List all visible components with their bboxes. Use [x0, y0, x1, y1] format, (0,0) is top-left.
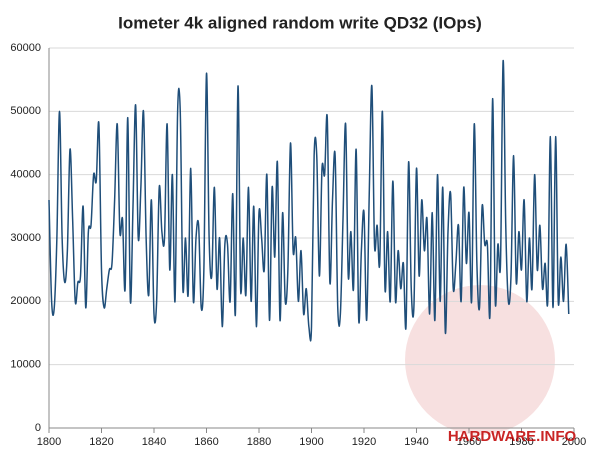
x-tick-label: 1860 — [194, 436, 218, 448]
y-tick-label: 10000 — [10, 359, 41, 371]
chart-title: Iometer 4k aligned random write QD32 (IO… — [118, 13, 482, 32]
y-tick-label: 50000 — [10, 105, 41, 117]
y-tick-label: 20000 — [10, 295, 41, 307]
y-tick-label: 0 — [35, 422, 41, 434]
x-tick-label: 1880 — [247, 436, 271, 448]
y-tick-label: 40000 — [10, 169, 41, 181]
y-tick-label: 30000 — [10, 232, 41, 244]
x-tick-label: 1900 — [299, 436, 323, 448]
watermark-text: HARDWARE.INFO — [448, 428, 577, 445]
x-tick-label: 1800 — [37, 436, 61, 448]
x-tick-label: 1840 — [142, 436, 166, 448]
x-tick-label: 1980 — [509, 436, 533, 448]
x-tick-label: 2000 — [562, 436, 586, 448]
watermark — [405, 285, 555, 435]
x-tick-label: 1940 — [404, 436, 428, 448]
x-tick-label: 1820 — [89, 436, 113, 448]
data-line — [48, 59, 570, 342]
y-tick-label: 60000 — [10, 42, 41, 54]
x-tick-label: 1960 — [457, 436, 481, 448]
x-tick-label: 1920 — [352, 436, 376, 448]
watermark-logo — [405, 285, 555, 435]
